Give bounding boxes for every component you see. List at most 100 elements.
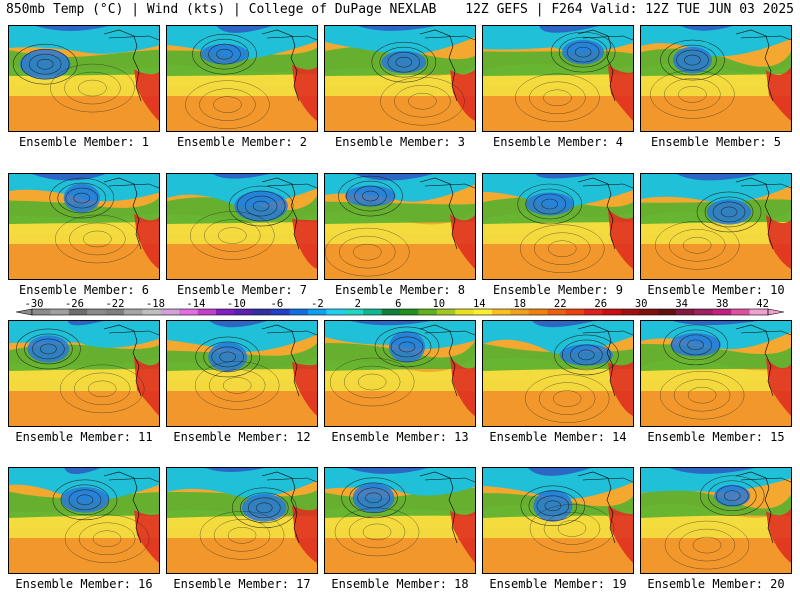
ensemble-map-panel: [324, 173, 476, 280]
colorbar-tick-label: -10: [227, 298, 246, 310]
colorbar-tick-label: -2: [311, 298, 324, 310]
colorbar-swatch: [32, 309, 51, 315]
colorbar-swatch: [510, 309, 530, 315]
temperature-map: [641, 321, 791, 426]
colorbar-tick-label: -14: [186, 298, 205, 310]
colorbar-swatch: [252, 309, 272, 315]
colorbar-swatch: [639, 309, 658, 315]
colorbar-swatch: [160, 309, 180, 315]
ensemble-map-panel: [482, 320, 634, 427]
ensemble-member-label: Ensemble Member: 12: [173, 430, 311, 444]
temperature-map: [483, 174, 633, 279]
colorbar-tick-label: -22: [105, 298, 124, 310]
ensemble-map-panel: [640, 173, 792, 280]
colorbar-swatch: [584, 309, 603, 315]
ensemble-member-label: Ensemble Member: 20: [647, 577, 785, 591]
ensemble-map-panel: [166, 467, 318, 574]
colorbar-swatch: [308, 309, 327, 315]
colorbar-swatch: [197, 309, 217, 315]
temperature-map: [483, 321, 633, 426]
colorbar-swatch: [473, 309, 493, 315]
colorbar-swatch: [68, 309, 88, 315]
temperature-map: [167, 321, 317, 426]
ensemble-member-label: Ensemble Member: 15: [647, 430, 785, 444]
ensemble-member-label: Ensemble Member: 2: [176, 135, 308, 149]
temperature-map: [641, 174, 791, 279]
ensemble-map-panel: [640, 467, 792, 574]
colorbar-swatch: [492, 309, 511, 315]
header-valid-time: 12Z GEFS | F264 Valid: 12Z TUE JUN 03 20…: [465, 2, 794, 17]
colorbar-swatch: [234, 309, 254, 315]
colorbar-tick-label: -30: [25, 298, 44, 310]
ensemble-member-label: Ensemble Member: 4: [492, 135, 624, 149]
colorbar-tick-label: -26: [65, 298, 84, 310]
ensemble-member-label: Ensemble Member: 1: [18, 135, 150, 149]
colorbar-swatch: [289, 309, 309, 315]
ensemble-map-panel: [324, 467, 476, 574]
ensemble-member-label: Ensemble Member: 11: [15, 430, 153, 444]
header-title: 850mb Temp (°C) | Wind (kts) | College o…: [6, 2, 437, 17]
ensemble-member-label: Ensemble Member: 17: [173, 577, 311, 591]
temperature-map: [483, 468, 633, 573]
colorbar-swatch: [620, 309, 640, 315]
temperature-map: [167, 468, 317, 573]
colorbar-swatch: [436, 309, 456, 315]
ensemble-map-panel: [640, 25, 792, 132]
ensemble-member-label: Ensemble Member: 10: [647, 283, 785, 297]
colorbar-tick-label: 2: [355, 298, 361, 310]
ensemble-member-label: Ensemble Member: 7: [176, 283, 308, 297]
colorbar-tick-label: -6: [271, 298, 284, 310]
colorbar-swatch: [87, 309, 106, 315]
ensemble-member-label: Ensemble Member: 13: [331, 430, 469, 444]
colorbar-swatch: [455, 309, 474, 315]
colorbar-tick-label: 22: [554, 298, 567, 310]
ensemble-map-panel: [640, 320, 792, 427]
temperature-map: [167, 26, 317, 131]
colorbar-tick-label: 34: [675, 298, 688, 310]
ensemble-map-panel: [166, 173, 318, 280]
ensemble-member-label: Ensemble Member: 19: [489, 577, 627, 591]
colorbar-swatch: [344, 309, 364, 315]
ensemble-map-panel: [8, 320, 160, 427]
colorbar-swatch: [179, 309, 198, 315]
temperature-map: [9, 321, 159, 426]
colorbar-swatch: [124, 309, 143, 315]
colorbar-swatch: [657, 309, 677, 315]
ensemble-map-panel: [8, 173, 160, 280]
temperature-map: [325, 174, 475, 279]
temperature-map: [483, 26, 633, 131]
ensemble-map-panel: [8, 467, 160, 574]
colorbar-swatch: [712, 309, 732, 315]
ensemble-map-panel: [166, 320, 318, 427]
colorbar-swatch: [547, 309, 566, 315]
ensemble-map-panel: [166, 25, 318, 132]
ensemble-map-panel: [324, 25, 476, 132]
colorbar-swatch: [142, 309, 162, 315]
ensemble-member-label: Ensemble Member: 14: [489, 430, 627, 444]
colorbar-tick-label: 26: [594, 298, 607, 310]
colorbar-swatch: [749, 309, 769, 315]
colorbar-swatch: [731, 309, 750, 315]
ensemble-member-label: Ensemble Member: 5: [650, 135, 782, 149]
temperature-map: [167, 174, 317, 279]
colorbar-swatch: [565, 309, 585, 315]
colorbar-swatch: [528, 309, 548, 315]
colorbar-tick-label: 30: [635, 298, 648, 310]
colorbar-swatch: [602, 309, 622, 315]
colorbar-swatch: [326, 309, 346, 315]
colorbar-right-arrow: [767, 308, 785, 316]
temperature-map: [9, 26, 159, 131]
colorbar-tick-label: 14: [473, 298, 486, 310]
colorbar-swatch: [50, 309, 70, 315]
ensemble-member-label: Ensemble Member: 9: [492, 283, 624, 297]
colorbar-swatch: [694, 309, 714, 315]
colorbar-tick-label: 42: [756, 298, 769, 310]
ensemble-map-panel: [482, 173, 634, 280]
ensemble-member-label: Ensemble Member: 16: [15, 577, 153, 591]
ensemble-member-label: Ensemble Member: 8: [334, 283, 466, 297]
temperature-map: [325, 321, 475, 426]
colorbar-swatch: [418, 309, 438, 315]
colorbar-swatch: [381, 309, 401, 315]
ensemble-member-label: Ensemble Member: 18: [331, 577, 469, 591]
ensemble-member-label: Ensemble Member: 3: [334, 135, 466, 149]
